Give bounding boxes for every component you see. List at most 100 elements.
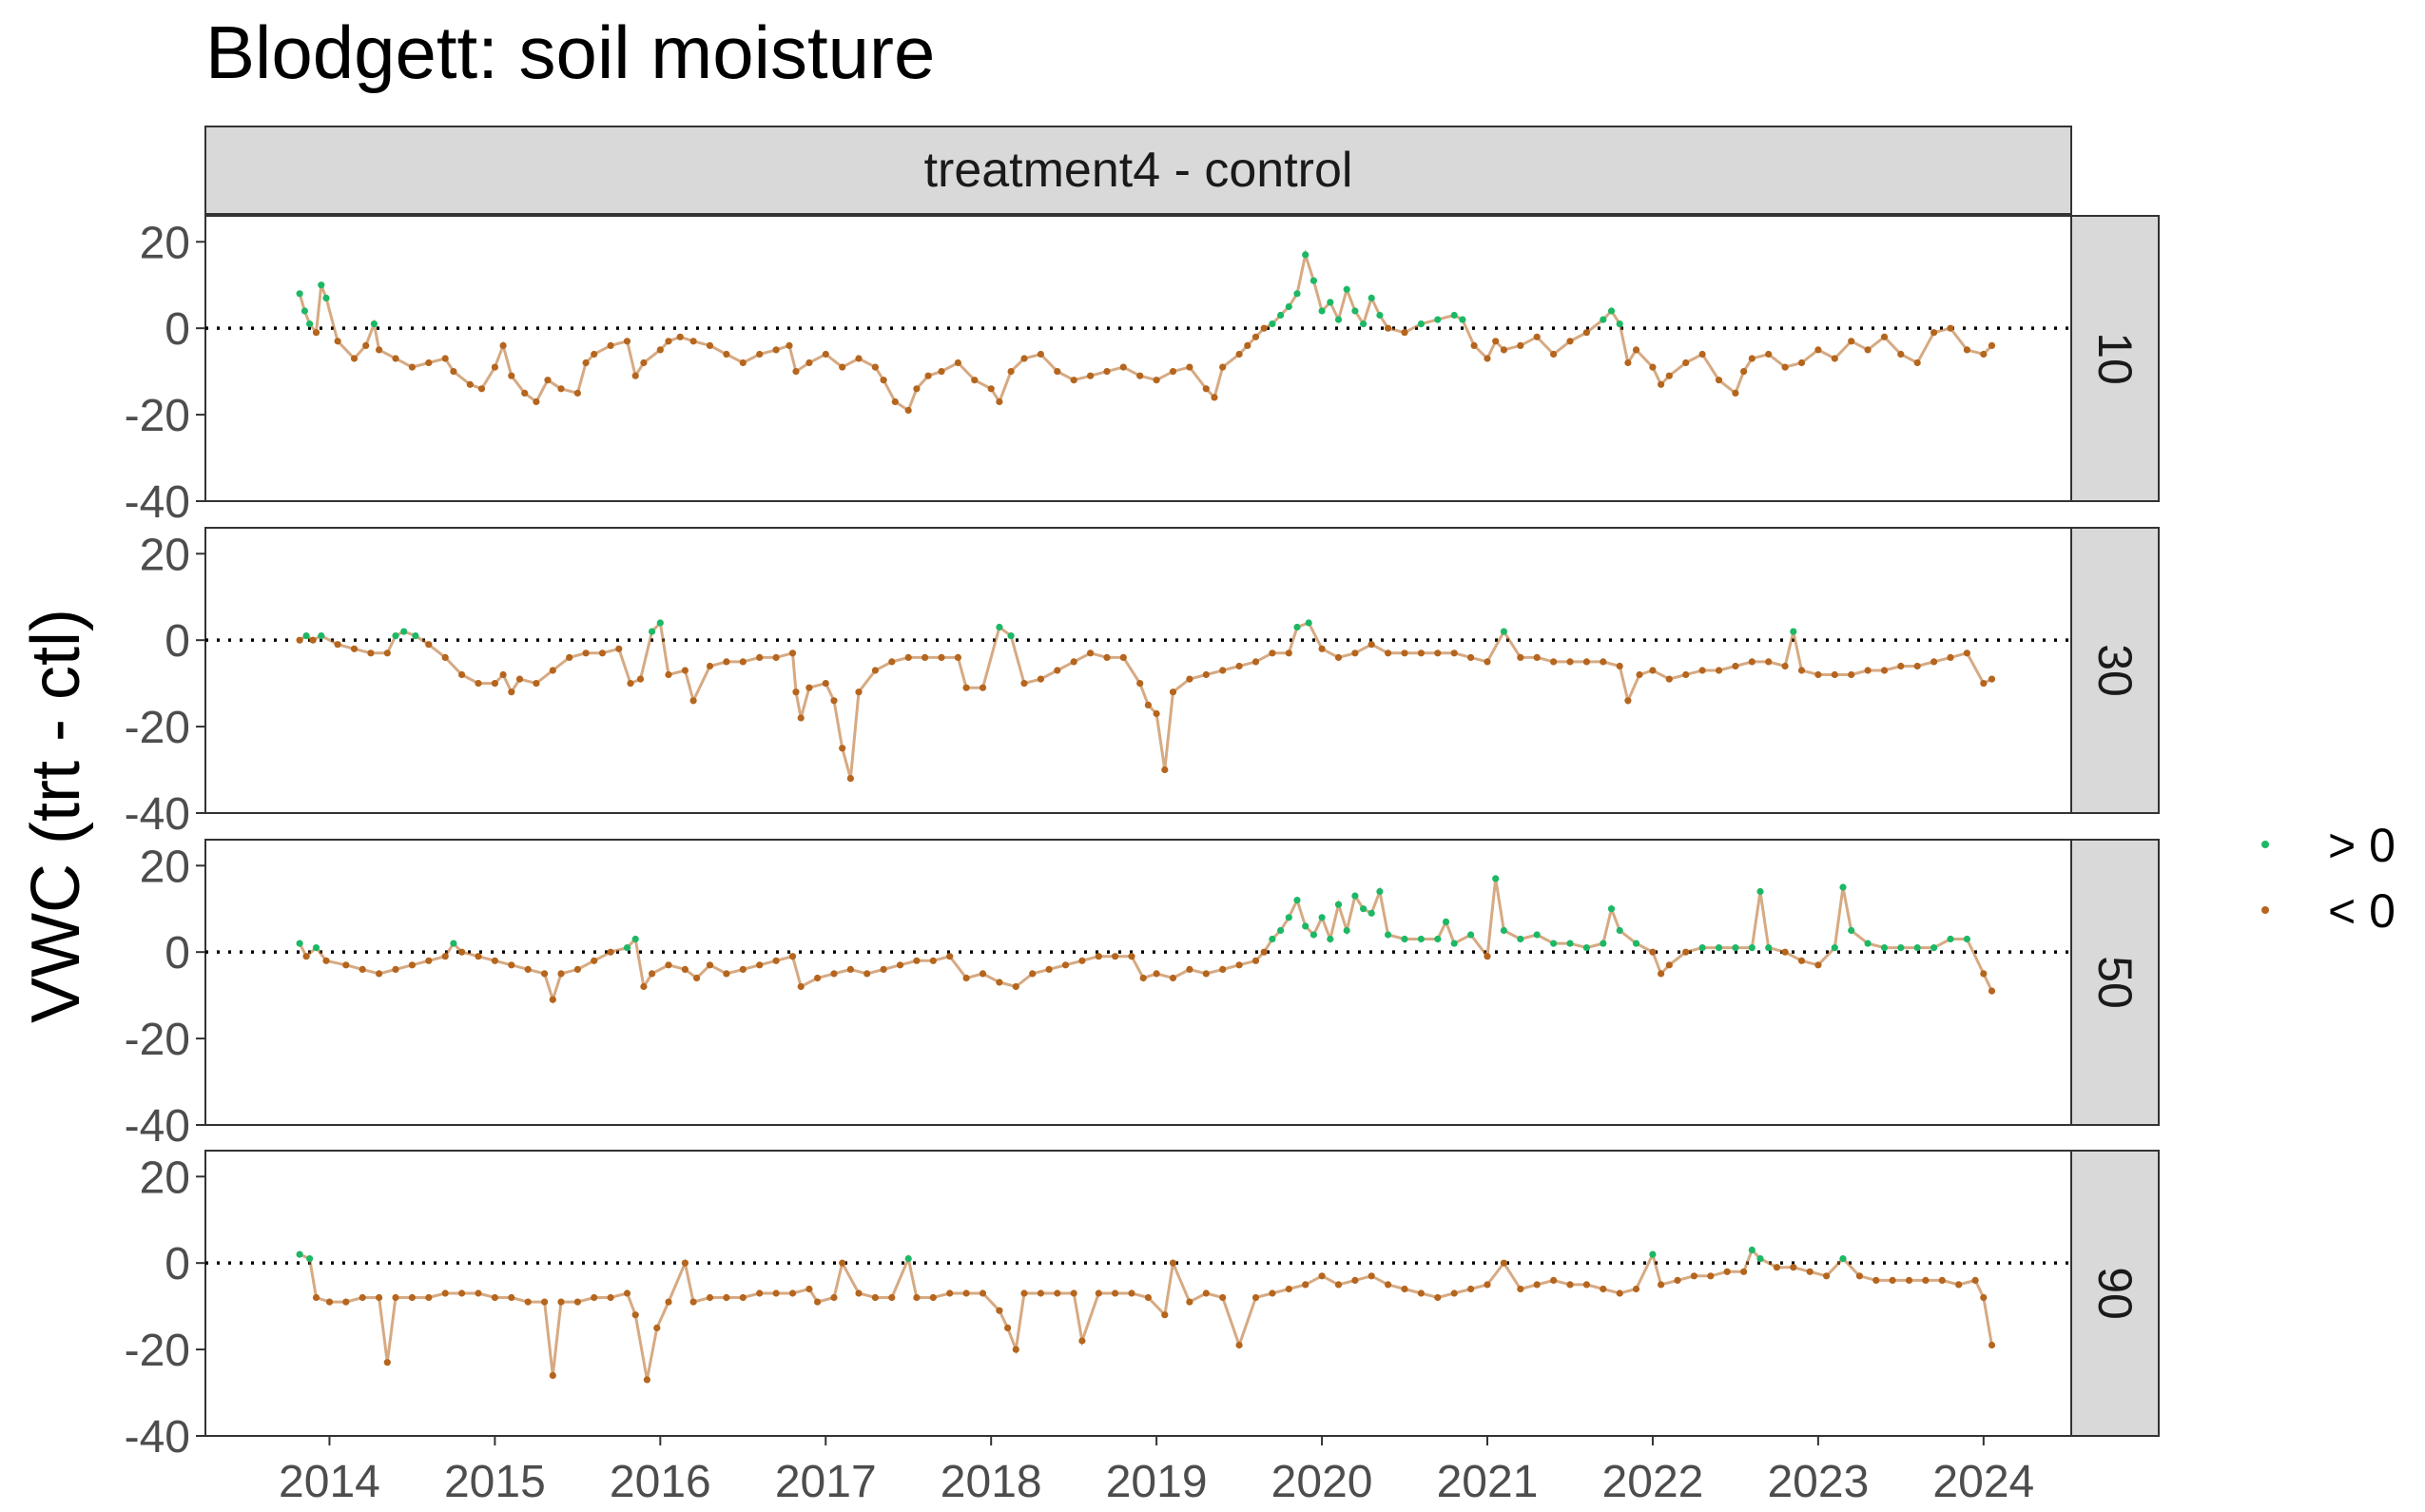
data-point — [1318, 307, 1326, 315]
data-point — [1153, 970, 1160, 978]
x-tick-label: 2021 — [1437, 1457, 1539, 1507]
data-point — [1517, 935, 1524, 943]
data-point — [1492, 338, 1500, 345]
data-point — [1169, 688, 1177, 696]
data-point — [1251, 658, 1260, 666]
data-point — [822, 350, 829, 359]
data-point — [1566, 658, 1574, 666]
data-point — [1285, 649, 1292, 657]
data-point — [1293, 623, 1301, 631]
data-point — [1806, 1268, 1814, 1275]
panel-depth-30: 20 0 -20 -40 30 — [125, 527, 2160, 840]
data-point — [1913, 359, 1921, 367]
data-point — [1698, 350, 1706, 359]
data-point — [296, 290, 303, 298]
data-point — [1566, 940, 1574, 947]
data-point — [1103, 368, 1111, 376]
data-point — [1682, 670, 1690, 679]
data-point — [1103, 653, 1111, 662]
data-point — [855, 1289, 863, 1297]
data-point — [1658, 380, 1665, 388]
data-point — [1136, 680, 1144, 688]
data-point — [681, 965, 689, 974]
data-point — [830, 970, 838, 978]
data-point — [1318, 1272, 1326, 1280]
data-point — [296, 636, 303, 644]
data-point — [1955, 1281, 1963, 1289]
data-point — [1582, 329, 1590, 337]
data-point — [541, 1298, 549, 1306]
data-point — [477, 385, 486, 393]
data-point — [888, 658, 896, 666]
y-tick-label: 0 — [165, 304, 190, 355]
data-point — [888, 1293, 896, 1302]
data-point — [723, 1293, 730, 1302]
data-point — [706, 662, 714, 670]
data-point — [863, 970, 871, 978]
data-point — [425, 359, 433, 367]
data-point — [929, 957, 937, 964]
data-point — [1277, 311, 1285, 320]
data-point — [1417, 935, 1425, 943]
data-point — [376, 970, 383, 978]
data-point — [573, 1298, 582, 1306]
data-point — [557, 385, 565, 393]
data-point — [1715, 667, 1723, 674]
data-point — [1128, 1289, 1135, 1297]
data-point — [1235, 1341, 1243, 1349]
data-point — [1533, 653, 1541, 662]
data-point — [1665, 372, 1673, 379]
legend-label-positive: > 0 — [2328, 819, 2396, 872]
data-point — [318, 281, 325, 289]
panel-frame — [204, 215, 2072, 502]
data-point — [1417, 320, 1425, 328]
data-point — [1765, 658, 1773, 666]
data-point — [1649, 667, 1657, 674]
data-point — [786, 341, 793, 349]
data-point — [1880, 944, 1889, 952]
data-point — [1607, 905, 1616, 913]
data-point — [656, 619, 664, 627]
data-point — [491, 680, 499, 688]
data-point — [996, 1307, 1003, 1314]
data-point — [1922, 1276, 1930, 1284]
data-point — [1905, 1276, 1913, 1284]
data-point — [871, 1293, 880, 1302]
data-point — [1037, 350, 1044, 359]
data-point — [1864, 940, 1872, 947]
data-point — [1732, 944, 1739, 952]
data-point — [904, 406, 912, 415]
data-point — [1636, 670, 1643, 679]
data-point — [846, 775, 855, 783]
data-point — [1550, 658, 1558, 666]
data-point — [582, 359, 590, 367]
y-tick-label: -40 — [125, 789, 190, 840]
data-point — [839, 745, 846, 752]
data-point — [636, 675, 645, 683]
data-point — [706, 961, 714, 969]
data-point — [1517, 653, 1524, 662]
data-point — [723, 658, 730, 666]
data-point — [441, 953, 449, 960]
data-point — [904, 1255, 912, 1263]
data-point — [1848, 338, 1855, 345]
y-tick-label: -40 — [125, 1412, 190, 1463]
data-point — [1600, 940, 1607, 947]
legend-key-negative — [2261, 906, 2269, 914]
data-point — [508, 372, 515, 379]
data-point — [979, 970, 987, 978]
data-point — [739, 1293, 747, 1302]
x-tick-label: 2020 — [1271, 1457, 1373, 1507]
data-point — [334, 338, 341, 345]
data-point — [1334, 901, 1343, 908]
facet-strip: treatment4 - control — [204, 126, 2072, 215]
data-point — [1012, 982, 1019, 991]
data-point — [996, 623, 1003, 631]
data-point — [681, 667, 689, 674]
data-point — [891, 397, 899, 406]
series-trace — [298, 878, 1993, 1005]
data-point — [649, 970, 656, 978]
data-point — [1020, 355, 1028, 362]
data-point — [904, 653, 912, 662]
data-point — [1880, 667, 1889, 674]
